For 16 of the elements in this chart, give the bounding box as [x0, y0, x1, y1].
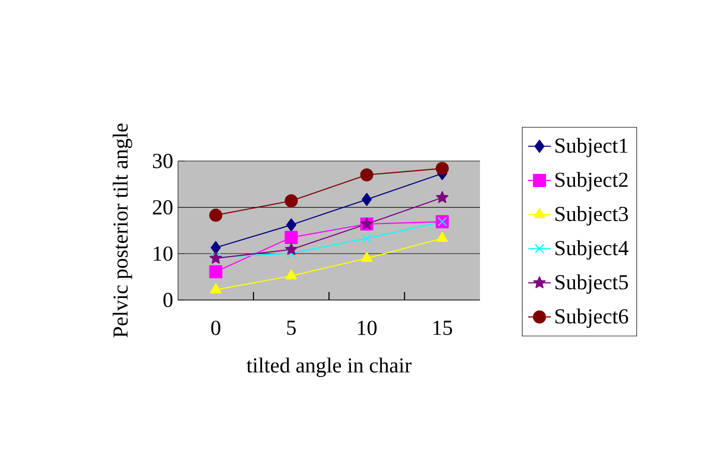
- y-axis-title: Pelvic posterior tilt angle: [112, 124, 132, 338]
- x-tick-label: 10: [358, 320, 377, 336]
- y-tick-label: 10: [154, 246, 172, 261]
- legend-label: Subject3: [555, 206, 628, 226]
- legend-label: Subject4: [555, 240, 628, 260]
- y-tick-label: 0: [163, 292, 172, 308]
- y-tick-label: 20: [152, 200, 172, 215]
- legend-label: Subject1: [555, 138, 628, 158]
- y-tick-label: 30: [152, 154, 172, 168]
- legend-label: Subject6: [555, 308, 628, 328]
- x-tick-label: 5: [287, 320, 296, 335]
- x-tick-label: 0: [211, 320, 220, 336]
- x-axis-title: tilted angle in chair: [246, 358, 412, 377]
- x-tick-label: 15: [433, 320, 452, 335]
- legend-label: Subject5: [555, 274, 628, 294]
- legend-label: Subject2: [555, 172, 628, 192]
